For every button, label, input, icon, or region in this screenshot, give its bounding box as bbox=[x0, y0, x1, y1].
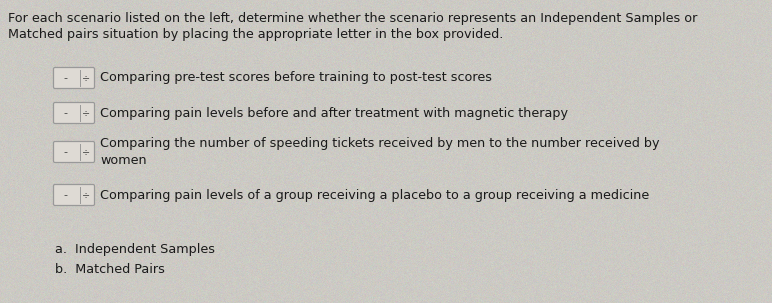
Text: -: - bbox=[63, 190, 68, 200]
Text: Matched pairs situation by placing the appropriate letter in the box provided.: Matched pairs situation by placing the a… bbox=[8, 28, 503, 41]
FancyBboxPatch shape bbox=[53, 68, 94, 88]
FancyBboxPatch shape bbox=[53, 102, 94, 124]
Text: -: - bbox=[63, 73, 68, 83]
Text: For each scenario listed on the left, determine whether the scenario represents : For each scenario listed on the left, de… bbox=[8, 12, 697, 25]
Text: Comparing pain levels of a group receiving a placebo to a group receiving a medi: Comparing pain levels of a group receivi… bbox=[100, 188, 649, 201]
Text: Comparing pain levels before and after treatment with magnetic therapy: Comparing pain levels before and after t… bbox=[100, 106, 568, 119]
Text: Comparing the number of speeding tickets received by men to the number received : Comparing the number of speeding tickets… bbox=[100, 137, 659, 167]
Text: ÷: ÷ bbox=[82, 73, 90, 83]
Text: -: - bbox=[63, 147, 68, 157]
Text: b.  Matched Pairs: b. Matched Pairs bbox=[55, 263, 165, 276]
FancyBboxPatch shape bbox=[53, 142, 94, 162]
Text: ÷: ÷ bbox=[82, 147, 90, 157]
FancyBboxPatch shape bbox=[53, 185, 94, 205]
Text: ÷: ÷ bbox=[82, 190, 90, 200]
Text: a.  Independent Samples: a. Independent Samples bbox=[55, 243, 215, 256]
Text: Comparing pre-test scores before training to post-test scores: Comparing pre-test scores before trainin… bbox=[100, 72, 492, 85]
Text: -: - bbox=[63, 108, 68, 118]
Text: ÷: ÷ bbox=[82, 108, 90, 118]
